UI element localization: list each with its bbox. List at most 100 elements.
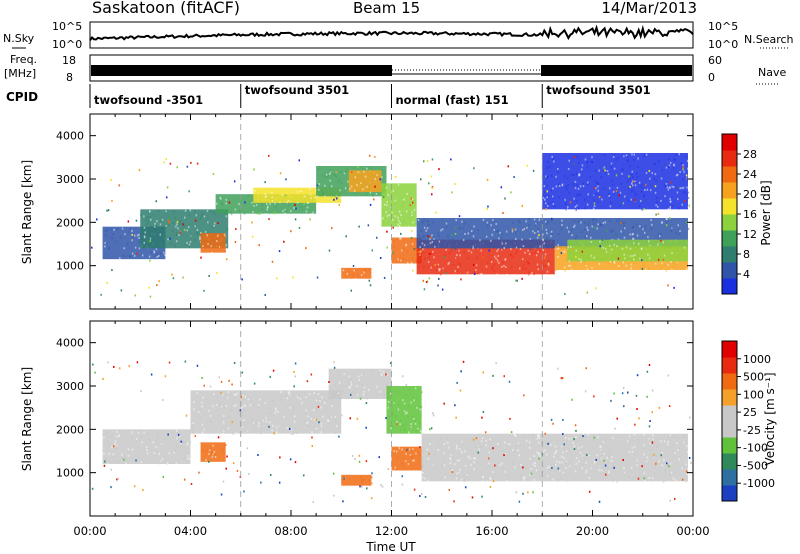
band-speckle [577,156,580,159]
band-speckle [552,157,555,160]
band-speckle [411,211,413,214]
band-speckle [391,412,394,415]
band-speckle [154,222,156,225]
band-speckle [285,394,287,397]
band-speckle [659,232,662,235]
echo-point [118,367,121,370]
cpid-segment-label: twofsound 3501 [546,83,650,97]
band-speckle [567,264,570,267]
band-speckle [658,235,661,238]
band-speckle [202,396,204,399]
band-speckle [296,201,299,204]
band-speckle [451,469,454,472]
band-speckle [403,410,406,413]
echo-point [504,197,506,200]
band-speckle [533,455,535,458]
band-speckle [289,406,291,409]
band-speckle [629,178,632,181]
band-speckle [585,471,587,474]
band-speckle [417,451,419,454]
band-speckle [673,158,675,161]
band-speckle [605,260,608,263]
band-speckle [666,461,669,464]
echo-point [279,456,281,459]
band-speckle [543,185,546,188]
x-axis-label: Time UT [365,540,416,554]
band-speckle [194,225,196,228]
echo-point [165,158,168,161]
band-speckle [673,436,675,439]
band-speckle [397,223,399,226]
data-band [328,368,392,400]
date-title: 14/Mar/2013 [601,0,697,17]
echo-point [149,259,151,262]
band-speckle [253,204,255,207]
band-speckle [131,229,133,232]
band-speckle [385,384,388,387]
band-speckle [616,480,618,483]
band-speckle [599,435,602,438]
band-speckle [390,427,392,430]
band-speckle [262,199,264,202]
band-speckle [406,192,408,195]
band-speckle [518,442,521,445]
echo-point [196,232,199,235]
y-tick-label: 1000 [56,260,84,273]
band-speckle [404,422,407,425]
band-speckle [516,473,518,476]
echo-point [431,187,433,190]
band-speckle [464,479,466,482]
band-speckle [638,205,641,208]
band-speckle [587,222,590,225]
band-speckle [396,456,399,459]
band-speckle [571,173,573,176]
echo-point [522,466,524,469]
band-speckle [456,472,458,475]
band-speckle [214,453,217,456]
band-speckle [503,451,505,454]
colorbar-tick-label: -1000 [743,477,775,490]
band-speckle [489,441,491,444]
band-speckle [260,432,262,435]
band-speckle [638,181,641,184]
echo-point [92,363,94,366]
band-speckle [363,393,365,396]
band-speckle [426,227,429,230]
band-speckle [161,441,163,444]
band-speckle [284,210,286,213]
band-speckle [493,263,496,266]
band-speckle [310,197,312,200]
echo-point [586,453,588,456]
band-speckle [603,452,605,455]
band-speckle [580,168,583,171]
band-speckle [481,476,484,479]
band-speckle [640,247,643,250]
band-speckle [481,436,484,439]
band-speckle [382,370,385,373]
band-speckle [255,406,257,409]
band-speckle [553,160,555,163]
data-band [341,267,372,281]
band-speckle [131,252,134,255]
band-speckle [661,169,663,172]
band-speckle [379,390,382,393]
echo-point [379,178,381,181]
echo-point [682,166,685,169]
band-speckle [677,224,679,227]
band-speckle [116,445,118,448]
band-speckle [478,448,480,451]
band-speckle [578,460,580,463]
band-speckle [625,264,627,267]
band-speckle [453,459,455,462]
echo-point [574,156,576,159]
band-speckle [209,209,212,212]
band-speckle [671,266,674,269]
band-speckle [430,252,433,255]
echo-point [185,414,188,417]
band-speckle [327,398,330,401]
band-speckle [402,219,405,222]
band-speckle [366,167,368,170]
echo-point [168,221,170,224]
band-speckle [651,434,654,437]
band-speckle [207,221,209,224]
